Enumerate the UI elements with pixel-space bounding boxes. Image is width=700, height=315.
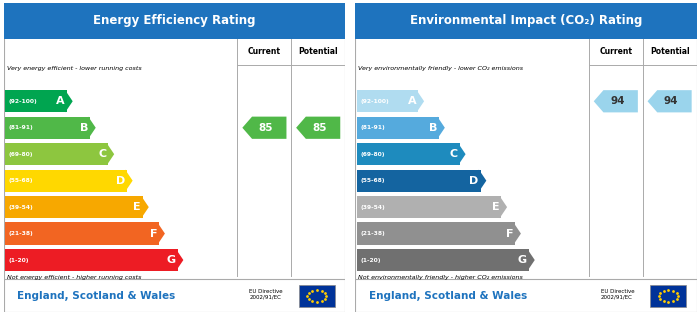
Bar <box>5 169 127 192</box>
Text: 85: 85 <box>312 123 327 133</box>
Text: (1-20): (1-20) <box>360 258 381 262</box>
Text: Potential: Potential <box>298 47 338 56</box>
Text: (92-100): (92-100) <box>8 99 37 104</box>
Text: EU Directive
2002/91/EC: EU Directive 2002/91/EC <box>601 289 634 300</box>
Text: (81-91): (81-91) <box>360 125 385 130</box>
Text: F: F <box>150 229 157 238</box>
Polygon shape <box>648 90 692 112</box>
Text: G: G <box>518 255 527 265</box>
Text: Potential: Potential <box>650 47 690 56</box>
Bar <box>356 143 460 165</box>
Bar <box>5 143 108 165</box>
Text: E: E <box>491 202 499 212</box>
Text: C: C <box>98 149 106 159</box>
Bar <box>356 169 480 192</box>
Bar <box>356 222 515 245</box>
Bar <box>356 196 501 218</box>
Text: B: B <box>80 123 88 133</box>
Bar <box>5 249 178 271</box>
Text: Not energy efficient - higher running costs: Not energy efficient - higher running co… <box>7 275 141 280</box>
Polygon shape <box>416 90 424 112</box>
Polygon shape <box>141 196 149 218</box>
Polygon shape <box>527 249 535 271</box>
Text: Environmental Impact (CO₂) Rating: Environmental Impact (CO₂) Rating <box>410 14 642 27</box>
Text: D: D <box>116 176 125 186</box>
Polygon shape <box>458 143 466 165</box>
Bar <box>650 284 686 307</box>
Bar <box>356 249 529 271</box>
Text: C: C <box>449 149 458 159</box>
Text: Very energy efficient - lower running costs: Very energy efficient - lower running co… <box>7 66 141 72</box>
Text: (55-68): (55-68) <box>360 178 384 183</box>
Text: (55-68): (55-68) <box>8 178 33 183</box>
Polygon shape <box>242 117 286 139</box>
Polygon shape <box>594 90 638 112</box>
Text: D: D <box>469 176 479 186</box>
Bar <box>4 3 345 39</box>
Polygon shape <box>65 90 73 112</box>
Text: Energy Efficiency Rating: Energy Efficiency Rating <box>93 14 256 27</box>
Text: Not environmentally friendly - higher CO₂ emissions: Not environmentally friendly - higher CO… <box>358 275 523 280</box>
Text: E: E <box>133 202 141 212</box>
Bar <box>356 90 419 112</box>
Text: (81-91): (81-91) <box>8 125 34 130</box>
Text: (69-80): (69-80) <box>360 152 384 157</box>
Text: (69-80): (69-80) <box>8 152 33 157</box>
Polygon shape <box>479 169 486 192</box>
Text: Current: Current <box>248 47 281 56</box>
Bar <box>5 196 143 218</box>
Bar <box>5 222 159 245</box>
Polygon shape <box>438 117 444 139</box>
Text: F: F <box>505 229 513 238</box>
Text: A: A <box>407 96 416 106</box>
Polygon shape <box>500 196 507 218</box>
Text: England, Scotland & Wales: England, Scotland & Wales <box>18 291 176 301</box>
Text: (92-100): (92-100) <box>360 99 389 104</box>
Polygon shape <box>106 143 114 165</box>
Text: (21-38): (21-38) <box>8 231 34 236</box>
Polygon shape <box>88 117 96 139</box>
Bar <box>299 284 335 307</box>
Text: Very environmentally friendly - lower CO₂ emissions: Very environmentally friendly - lower CO… <box>358 66 524 72</box>
Text: (39-54): (39-54) <box>360 205 385 209</box>
Text: (1-20): (1-20) <box>8 258 29 262</box>
Text: England, Scotland & Wales: England, Scotland & Wales <box>369 291 527 301</box>
Text: G: G <box>167 255 176 265</box>
Text: EU Directive
2002/91/EC: EU Directive 2002/91/EC <box>249 289 283 300</box>
Text: A: A <box>56 96 65 106</box>
Bar <box>355 3 696 39</box>
Polygon shape <box>513 222 521 245</box>
Text: (21-38): (21-38) <box>360 231 385 236</box>
Text: B: B <box>428 123 437 133</box>
Polygon shape <box>296 117 340 139</box>
Bar <box>5 117 90 139</box>
Text: Current: Current <box>599 47 632 56</box>
Bar <box>5 90 67 112</box>
Text: 94: 94 <box>664 96 678 106</box>
Bar <box>356 117 439 139</box>
Text: (39-54): (39-54) <box>8 205 34 209</box>
Text: 94: 94 <box>610 96 624 106</box>
Polygon shape <box>125 169 132 192</box>
Polygon shape <box>176 249 183 271</box>
Polygon shape <box>158 222 165 245</box>
Text: 85: 85 <box>258 123 273 133</box>
